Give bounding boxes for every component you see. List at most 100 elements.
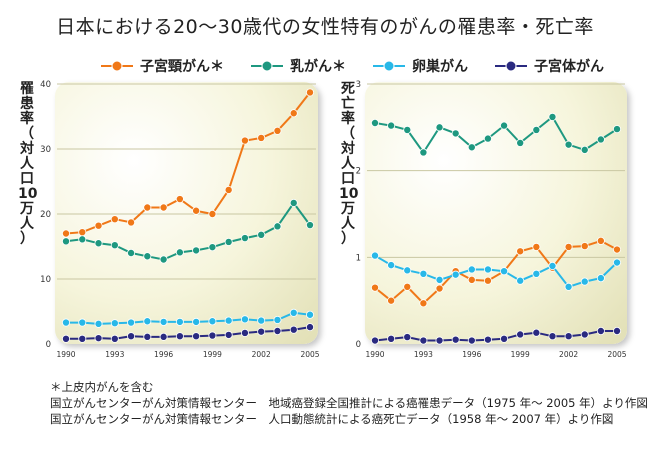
- y-axis-label-incidence: 罹患率（対人口 10 万人）: [18, 81, 38, 247]
- y-tick-label: 3: [356, 80, 361, 90]
- legend-dot: [383, 60, 395, 72]
- series-line-cervical: [65, 91, 311, 235]
- data-point-ovarian: [240, 315, 249, 324]
- data-point-ovarian: [403, 266, 412, 275]
- data-point-endometrial: [387, 334, 396, 343]
- data-point-cervical: [532, 242, 541, 251]
- data-point-cervical: [387, 296, 396, 305]
- x-tick-label: 2005: [300, 350, 319, 359]
- data-point-cervical: [78, 228, 87, 237]
- y-tick-label: 30: [40, 145, 51, 155]
- series-line-ovarian: [66, 311, 311, 325]
- data-point-ovarian: [192, 317, 201, 326]
- data-point-endometrial: [516, 330, 525, 339]
- legend-marker-breast: [251, 60, 283, 72]
- data-point-breast: [208, 243, 217, 252]
- chart-title: 日本における20〜30歳代の女性特有のがんの罹患率・死亡率: [56, 16, 594, 38]
- data-point-ovarian: [94, 319, 103, 328]
- data-point-endometrial: [596, 326, 605, 335]
- data-point-cervical: [613, 245, 622, 254]
- legend-label-cervical: 子宮頸がん＊: [140, 59, 224, 75]
- data-point-breast: [613, 125, 622, 134]
- footnotes: ＊上皮内がんを含む 国立がんセンターがん対策情報センター 地域癌登録全国推計によ…: [50, 379, 648, 427]
- legend-label-endometrial: 子宮体がん: [534, 59, 604, 75]
- plot-background: [365, 82, 627, 344]
- y-tick-label: 0: [356, 340, 361, 350]
- data-point-endometrial: [143, 332, 152, 341]
- data-point-cervical: [273, 126, 282, 135]
- data-point-ovarian: [289, 308, 298, 317]
- x-tick-label: 1999: [203, 350, 222, 359]
- data-point-breast: [403, 125, 412, 134]
- data-point-ovarian: [500, 267, 509, 276]
- series-line-ovarian: [374, 254, 618, 288]
- data-point-endometrial: [580, 330, 589, 339]
- data-point-endometrial: [435, 336, 444, 345]
- data-point-breast: [143, 252, 152, 261]
- data-point-breast: [110, 241, 119, 250]
- series-line-endometrial: [66, 326, 311, 340]
- data-point-endometrial: [370, 336, 379, 345]
- series-line-endometrial: [374, 330, 617, 342]
- data-point-ovarian: [159, 317, 168, 326]
- legend-item-endometrial: 子宮体がん: [494, 56, 604, 76]
- x-tick-label: 1993: [414, 350, 433, 359]
- data-point-endometrial: [224, 330, 233, 339]
- data-point-ovarian: [224, 316, 233, 325]
- data-point-breast: [305, 221, 314, 230]
- y-tick-label: 1: [356, 253, 361, 263]
- data-point-cervical: [62, 229, 71, 238]
- data-point-cervical: [467, 275, 476, 284]
- x-tick-label: 1993: [105, 350, 124, 359]
- data-point-endometrial: [208, 331, 217, 340]
- data-point-endometrial: [62, 334, 71, 343]
- data-point-endometrial: [257, 327, 266, 336]
- data-point-cervical: [240, 136, 249, 145]
- data-point-cervical: [208, 209, 217, 218]
- data-point-cervical: [127, 218, 136, 227]
- legend-marker-endometrial: [495, 60, 527, 72]
- footnote-carcinoma-in-situ: ＊上皮内がんを含む: [50, 380, 154, 394]
- data-point-breast: [435, 123, 444, 132]
- data-point-ovarian: [483, 265, 492, 274]
- series-line-breast: [65, 201, 311, 261]
- data-point-cervical: [257, 133, 266, 142]
- data-point-ovarian: [387, 261, 396, 270]
- data-point-cervical: [143, 203, 152, 212]
- legend-dot: [261, 60, 273, 72]
- data-point-ovarian: [516, 276, 525, 285]
- data-point-cervical: [580, 242, 589, 251]
- data-point-cervical: [435, 284, 444, 293]
- data-point-endometrial: [110, 334, 119, 343]
- legend-dot: [505, 60, 517, 72]
- series-line-breast: [374, 115, 618, 155]
- data-point-endometrial: [192, 332, 201, 341]
- data-point-cervical: [370, 283, 379, 292]
- data-point-ovarian: [175, 317, 184, 326]
- data-point-endometrial: [289, 325, 298, 334]
- data-point-ovarian: [613, 258, 622, 267]
- data-point-endometrial: [273, 326, 282, 335]
- data-point-cervical: [110, 215, 119, 224]
- plot-background: [55, 82, 318, 344]
- data-point-ovarian: [370, 251, 379, 260]
- footnote-mortality-source: 国立がんセンターがん対策情報センター 人口動態統計による癌死亡データ（1958 …: [50, 412, 614, 426]
- legend-dot: [111, 60, 123, 72]
- y-tick-label: 40: [40, 80, 51, 90]
- data-point-endometrial: [467, 336, 476, 345]
- y-tick-label: 2: [356, 167, 361, 177]
- data-point-endometrial: [500, 334, 509, 343]
- data-point-endometrial: [305, 323, 314, 332]
- x-tick-label: 2005: [607, 350, 626, 359]
- data-point-breast: [483, 134, 492, 143]
- data-point-ovarian: [208, 317, 217, 326]
- x-tick-label: 1990: [365, 350, 384, 359]
- data-point-cervical: [564, 242, 573, 251]
- x-tick-label: 1996: [462, 350, 481, 359]
- data-point-breast: [580, 145, 589, 154]
- data-point-endometrial: [94, 334, 103, 343]
- data-point-breast: [289, 198, 298, 207]
- data-point-ovarian: [143, 317, 152, 326]
- data-point-breast: [159, 255, 168, 264]
- x-tick-label: 2002: [559, 350, 578, 359]
